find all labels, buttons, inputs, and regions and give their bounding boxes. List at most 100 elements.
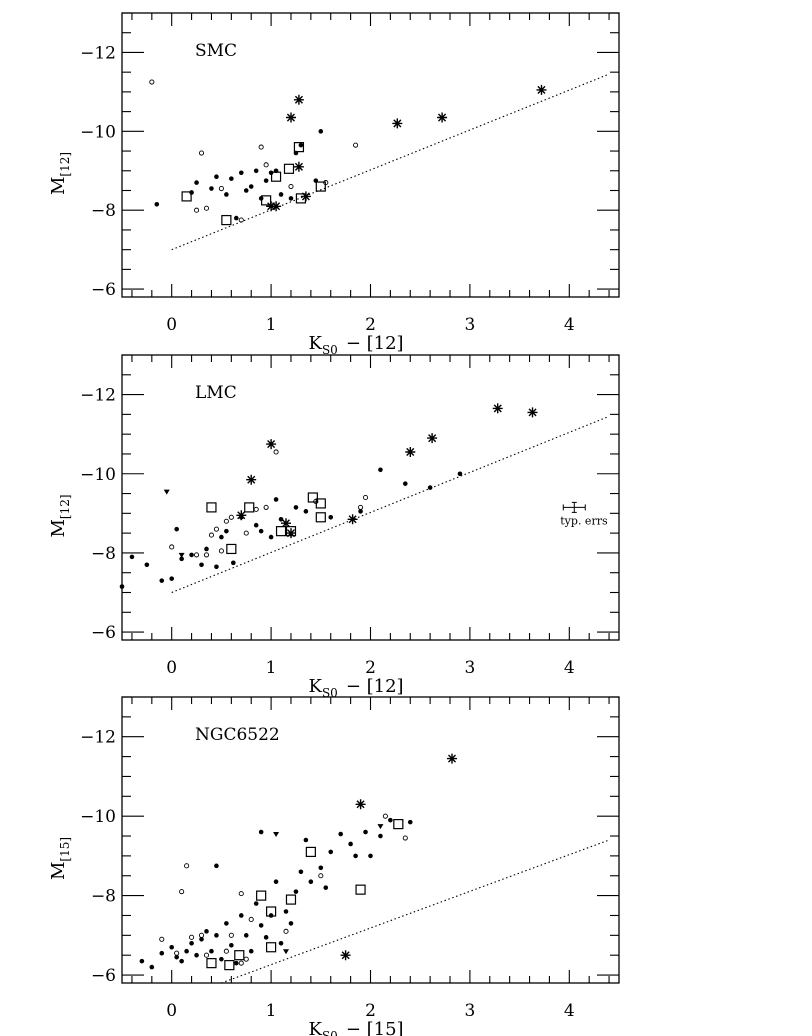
filled-dot-point <box>144 562 150 568</box>
y-tick-label: −8 <box>91 887 116 907</box>
open-square-point <box>206 958 217 969</box>
open-dot-point <box>149 79 155 85</box>
x-tick-label: 0 <box>166 658 177 678</box>
open-dot-point <box>208 532 215 538</box>
filled-dot-point <box>407 819 413 825</box>
triangle-point <box>283 949 290 955</box>
filled-dot-point <box>258 923 264 928</box>
open-square-point <box>283 163 295 174</box>
reference-line <box>221 839 610 984</box>
data-points <box>119 403 538 589</box>
open-square-point <box>234 950 245 961</box>
filled-dot-point <box>214 174 219 179</box>
filled-dot-point <box>243 188 249 193</box>
x-tick-label: 1 <box>266 658 277 678</box>
filled-dot-point <box>238 514 244 520</box>
y-tick-label: −6 <box>91 966 116 986</box>
filled-dot-point <box>318 865 324 871</box>
data-points <box>149 79 547 226</box>
open-dot-point <box>358 504 364 510</box>
filled-dot-point <box>318 129 324 134</box>
asterisk-point <box>246 474 257 485</box>
open-dot-point <box>273 449 279 455</box>
filled-dot-point <box>149 964 155 970</box>
open-dot-point <box>203 205 210 211</box>
filled-dot-point <box>179 556 184 562</box>
open-dot-point <box>189 934 195 940</box>
y-axis-label: M[12] <box>48 494 72 537</box>
triangle-point <box>273 832 280 838</box>
filled-dot-point <box>293 889 299 894</box>
filled-dot-point <box>293 150 299 156</box>
filled-dot-point <box>258 528 264 534</box>
error-annotation-label: typ. errs <box>560 514 608 527</box>
open-dot-point <box>193 207 200 213</box>
x-tick-label: 1 <box>266 1001 277 1021</box>
filled-dot-point <box>224 921 229 926</box>
filled-dot-point <box>214 933 219 938</box>
filled-dot-point <box>219 534 224 540</box>
x-axis-label-rest: − [15] <box>346 1019 404 1036</box>
x-axis-label-rest: − [12] <box>346 676 404 697</box>
filled-dot-point <box>209 948 214 954</box>
x-tick-label: 3 <box>464 1001 475 1021</box>
asterisk-point <box>427 433 438 444</box>
asterisk-point <box>405 447 416 457</box>
filled-dot-point <box>179 958 184 964</box>
filled-dot-point <box>268 170 274 176</box>
filled-dot-point <box>189 190 194 195</box>
y-tick-label: −10 <box>80 122 116 142</box>
open-dot-point <box>263 504 269 510</box>
open-dot-point <box>203 952 210 958</box>
open-square-point <box>285 526 297 537</box>
open-square-point <box>285 894 297 905</box>
filled-dot-point <box>258 829 264 835</box>
filled-dot-point <box>298 869 304 875</box>
x-axis-label: KS0 − [15] <box>309 1019 404 1036</box>
filled-dot-point <box>368 853 373 859</box>
open-square-point <box>315 181 326 192</box>
filled-dot-point <box>308 879 314 885</box>
y-tick-label: −8 <box>91 544 116 564</box>
filled-dot-point <box>204 929 209 934</box>
filled-dot-point <box>378 467 383 473</box>
open-dot-point <box>218 548 224 554</box>
y-axis-label-sub: [12] <box>58 494 72 519</box>
filled-dot-point <box>263 935 269 940</box>
open-square-point <box>266 942 277 953</box>
filled-dot-point <box>273 497 279 502</box>
filled-dot-point <box>388 817 393 823</box>
asterisk-point <box>392 118 403 129</box>
open-square-point <box>226 543 237 555</box>
open-dot-point <box>198 150 205 156</box>
open-dot-point <box>263 162 269 168</box>
panel-title: SMC <box>195 41 237 61</box>
filled-dot-point <box>293 505 299 510</box>
asterisk-point <box>527 407 538 418</box>
filled-dot-point <box>194 180 199 185</box>
tick-marks <box>122 354 619 640</box>
x-tick-label: 3 <box>464 658 475 678</box>
x-axis-label-sub: S0 <box>322 1029 338 1036</box>
filled-dot-point <box>273 879 279 885</box>
x-tick-label: 2 <box>365 658 376 678</box>
filled-dot-point <box>258 196 264 201</box>
filled-dot-point <box>234 215 239 221</box>
filled-dot-point <box>154 202 160 207</box>
panel-ngc6522: 0 1 2 3 4 −12 −10 −8 −6 NGC6522 KS0 − [15] M[15] <box>48 696 620 1036</box>
x-tick-label: 2 <box>365 1001 376 1021</box>
filled-dot-point <box>199 562 204 568</box>
filled-dot-point <box>358 509 363 514</box>
open-dot-point <box>238 217 244 223</box>
filled-dot-point <box>209 186 214 191</box>
filled-dot-point <box>338 831 343 837</box>
filled-dot-point <box>402 481 408 486</box>
open-square-point <box>181 191 192 202</box>
panel-lmc: 0 1 2 3 4 −12 −10 −8 −6 LMC KS0 − [12] M[12] typ. err… <box>48 354 620 700</box>
open-square-point <box>393 819 404 830</box>
asterisk-point <box>293 94 304 105</box>
filled-dot-point <box>159 578 165 583</box>
y-axis-label-main: M <box>48 177 69 195</box>
open-square-point <box>355 884 366 895</box>
filled-dot-point <box>119 584 125 589</box>
